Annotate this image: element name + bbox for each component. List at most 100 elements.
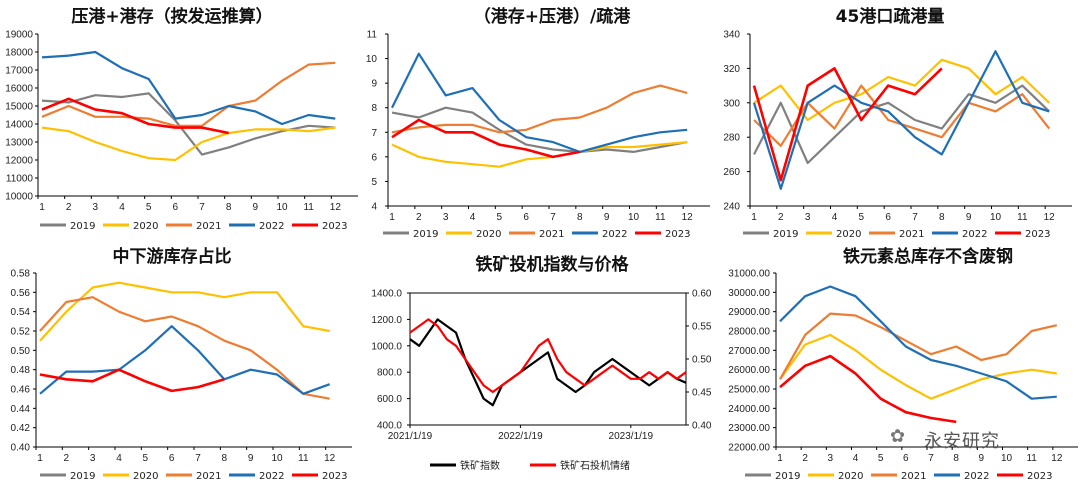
x-tick-label: 4 — [853, 453, 859, 464]
y-tick-label: 340 — [723, 30, 740, 41]
watermark: ✿ 永安研究 — [890, 424, 1070, 452]
x-tick-label: 9 — [253, 202, 259, 213]
x-tick-label: 7 — [928, 453, 934, 464]
legend-label-2019: 2019 — [775, 471, 800, 482]
x-tick-label: 2 — [802, 453, 808, 464]
series-line-2023 — [779, 354, 957, 424]
x-tick-label: 8 — [953, 453, 959, 464]
series-line-2019 — [41, 92, 336, 156]
series-line-sentiment — [409, 318, 687, 394]
y-tick-label: 600.0 — [377, 394, 402, 405]
x-tick-label: 4 — [119, 202, 125, 213]
x-tick-label: 10 — [276, 202, 288, 213]
x-tick-label: 2 — [416, 212, 422, 223]
series-line-2021 — [391, 84, 688, 134]
y-tick-label: 29000.00 — [728, 307, 770, 318]
y-tick-label: 1400.0 — [371, 289, 402, 300]
y-tick-label: 0.50 — [11, 346, 31, 357]
y-tick-label: 0.46 — [11, 385, 31, 396]
legend-label-index: 铁矿指数 — [460, 459, 500, 472]
y-tick-label: 0.56 — [11, 288, 31, 299]
series-line-2022 — [39, 325, 331, 395]
y-tick-label: 8 — [371, 103, 377, 114]
x-tick-label: 7 — [550, 212, 556, 223]
chart-panel-4: 中下游库存占比 0.40 0.42 0.44 0.46 0.48 0.50 0.52 0.54 0… — [11, 246, 352, 482]
y-tick-label: 0.44 — [11, 404, 31, 415]
legend-label-2022: 2022 — [962, 229, 987, 240]
y-tick-label: 17000 — [5, 66, 33, 77]
legend-label-2019: 2019 — [70, 221, 95, 232]
y-tick-label: 15000 — [5, 102, 33, 113]
chart-panel-1: 压港+港存（按发运推算） 10000 11000 12000 13000 14000 150… — [5, 6, 358, 232]
plot-frame — [409, 292, 687, 426]
y-tick-label: 19000 — [5, 30, 33, 41]
legend-label-2020: 2020 — [133, 471, 158, 482]
chart-panel-6: 铁元素总库存不含废钢 22000.00 23000.00 24000.00 25000.… — [728, 246, 1078, 482]
y-tick-label: 13000 — [5, 138, 33, 149]
y-tick-label: 10 — [366, 54, 378, 65]
y-tick-label: 25000.00 — [728, 385, 770, 396]
legend-label-2023: 2023 — [665, 229, 690, 240]
legend-label-2020: 2020 — [133, 221, 158, 232]
x-tick-label: 6 — [903, 453, 909, 464]
y-tick-label: 5 — [371, 177, 377, 188]
chart-title: 铁矿投机指数与价格 — [476, 254, 630, 275]
legend-label-2022: 2022 — [259, 221, 284, 232]
y-tick-label: 400.0 — [377, 421, 402, 432]
x-tick-label: 10 — [990, 212, 1002, 223]
series-line-2020 — [39, 281, 330, 342]
x-tick-label: 8 — [226, 202, 232, 213]
chart-title: （港存+压港）/疏港 — [474, 6, 631, 27]
y-tick-label: 28000.00 — [728, 327, 770, 338]
y-tick-label: 0.54 — [11, 307, 31, 318]
chart-panel-5: 铁矿投机指数与价格 400.0 600.0 800.0 1000.0 1200.0 1400… — [371, 254, 711, 472]
x-tick-label: 12 — [1051, 453, 1063, 464]
x-tick-label: 11 — [655, 212, 666, 223]
x-tick-label: 2021/1/19 — [388, 431, 433, 442]
series-line-2021 — [779, 312, 1058, 380]
y-tick-label: 0.52 — [11, 327, 31, 338]
series-line-2023 — [39, 368, 225, 393]
series-line-2020 — [779, 333, 1057, 400]
x-tick-label: 7 — [912, 212, 918, 223]
x-tick-label: 1 — [39, 202, 45, 213]
x-tick-label: 9 — [966, 212, 972, 223]
y-tick-label: 1000.0 — [371, 341, 402, 352]
x-tick-label: 12 — [1044, 212, 1056, 223]
x-tick-label: 5 — [859, 212, 865, 223]
x-tick-label: 2 — [66, 202, 72, 213]
y-tick-label: 11 — [367, 30, 378, 41]
x-tick-label: 9 — [248, 453, 254, 464]
y-tick-label: 9 — [371, 79, 377, 90]
y-tick-label: 7 — [371, 128, 377, 139]
legend-label-2023: 2023 — [1025, 229, 1050, 240]
x-tick-label: 3 — [805, 212, 811, 223]
x-tick-label: 4 — [832, 212, 838, 223]
legend-label-2022: 2022 — [259, 471, 284, 482]
x-tick-label: 12 — [330, 202, 342, 213]
chart-title: 铁元素总库存不含废钢 — [843, 246, 1013, 267]
legend-label-2021: 2021 — [539, 229, 564, 240]
legend-label-2022: 2022 — [964, 471, 989, 482]
x-tick-label: 3 — [90, 453, 96, 464]
legend-label-2019: 2019 — [773, 229, 798, 240]
y-tick-label: 11000 — [6, 174, 34, 185]
legend-label-2023: 2023 — [1027, 471, 1052, 482]
y-tick-label: 1200.0 — [371, 315, 402, 326]
x-tick-label: 8 — [577, 212, 583, 223]
x-tick-label: 6 — [169, 453, 175, 464]
legend-label-2023: 2023 — [322, 221, 347, 232]
y-tick-label: 12000 — [5, 156, 33, 167]
x-tick-label: 9 — [979, 453, 985, 464]
x-tick-label: 12 — [682, 212, 694, 223]
x-tick-label: 5 — [497, 212, 503, 223]
x-tick-label: 11 — [1017, 212, 1028, 223]
legend-label-2020: 2020 — [476, 229, 501, 240]
legend-label-2019: 2019 — [413, 229, 438, 240]
y-tick-label: 23000.00 — [728, 423, 770, 434]
y2-tick-label: 0.40 — [692, 421, 712, 432]
x-tick-label: 1 — [37, 453, 43, 464]
